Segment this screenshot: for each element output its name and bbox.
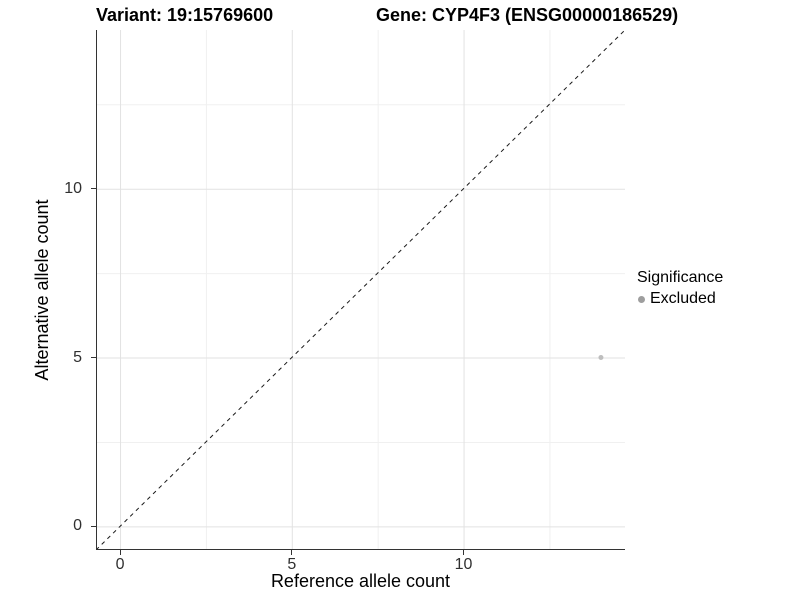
plot-title-variant: Variant: 19:15769600: [96, 5, 274, 25]
x-tick-label: 10: [454, 556, 473, 573]
identity-line: [96, 30, 625, 550]
y-tick-label: 10: [64, 179, 82, 197]
y-tick-mark: [91, 188, 96, 190]
legend: Significance Excluded: [637, 269, 723, 308]
y-tick-mark: [91, 525, 96, 527]
x-tick-mark: [291, 550, 293, 555]
y-tick-label: 5: [73, 348, 82, 366]
x-axis-title: Reference allele count: [270, 571, 451, 591]
y-tick-label: 0: [73, 517, 82, 535]
data-point: [598, 355, 604, 361]
legend-key-dot-icon: [638, 295, 645, 303]
x-tick-mark: [463, 550, 465, 555]
x-tick-label: 5: [287, 556, 297, 573]
plot-panel: [96, 30, 625, 550]
x-tick-label: 0: [115, 556, 125, 573]
plot-canvas: [96, 30, 625, 550]
legend-entry-label: Excluded: [650, 290, 716, 307]
plot-title-gene: Gene: CYP4F3 (ENSG00000186529): [376, 5, 679, 25]
legend-entry-excluded: Excluded: [638, 290, 723, 308]
y-tick-mark: [91, 357, 96, 359]
x-tick-mark: [119, 550, 121, 555]
legend-title: Significance: [637, 269, 724, 286]
